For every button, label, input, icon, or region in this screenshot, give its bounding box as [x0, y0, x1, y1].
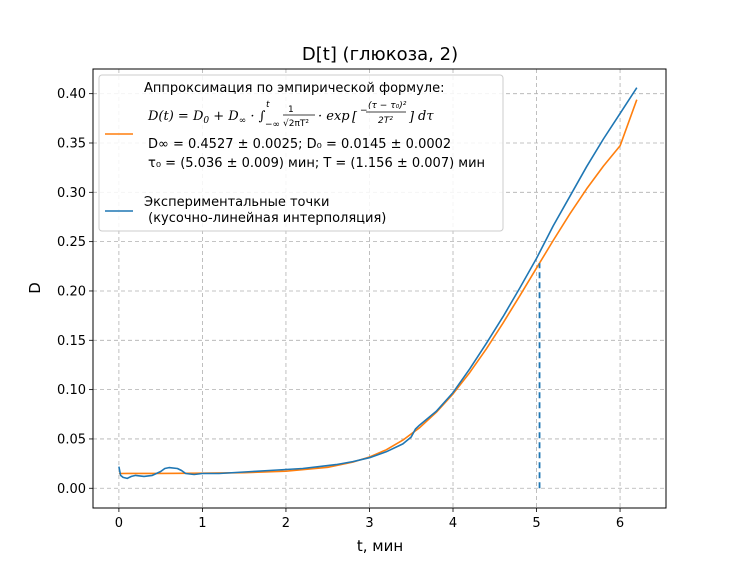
svg-text:dτ: dτ [418, 109, 434, 124]
y-axis-label: D [26, 282, 44, 294]
svg-text:D(t) = D0 + D∞ · ∫: D(t) = D0 + D∞ · ∫ [147, 109, 266, 126]
legend: Аппроксимация по эмпирической формуле: D… [98, 74, 504, 232]
legend-experiment-line-2: (кусочно-линейная интерполяция) [144, 211, 386, 226]
svg-text:· exp: · exp [318, 109, 350, 124]
y-tick-label: 0.10 [57, 383, 86, 398]
y-tick-label: 0.40 [57, 87, 86, 102]
svg-text:1: 1 [288, 105, 294, 115]
y-tick-label: 0.20 [57, 284, 86, 299]
y-tick-label: 0.05 [57, 432, 86, 447]
legend-fit-params-2: τ₀ = (5.036 ± 0.009) мин; T = (1.156 ± 0… [148, 156, 485, 171]
x-axis-label: t, мин [357, 537, 403, 555]
svg-text:]: ] [408, 110, 415, 125]
x-tick-label: 0 [115, 516, 123, 531]
legend-box [98, 74, 504, 232]
plot-frame [92, 68, 667, 509]
svg-text:√2πT²: √2πT² [283, 118, 309, 129]
legend-fit-heading: Аппроксимация по эмпирической формуле: [144, 81, 444, 96]
experiment-series-line [118, 87, 638, 480]
x-tick-label: 2 [282, 516, 290, 531]
svg-text:2T²: 2T² [378, 116, 393, 126]
svg-text:t: t [266, 100, 270, 110]
y-tick-label: 0.15 [57, 334, 86, 349]
legend-fit-formula: D(t) = D0 + D∞ · ∫ t −∞ 1 √2πT² · exp [ … [147, 100, 434, 130]
ticks: 0 1 2 3 4 5 6 0.00 0.05 0.10 0.15 0.20 0.25 0.30 0.35 0… [57, 87, 624, 531]
x-tick-label: 6 [616, 516, 624, 531]
svg-text:[: [ [352, 110, 358, 125]
x-tick-label: 4 [449, 516, 457, 531]
y-tick-label: 0.30 [57, 186, 86, 201]
chart-title: D[t] (глюкоза, 2) [302, 44, 458, 65]
svg-text:−∞: −∞ [265, 120, 280, 130]
legend-experiment-line-1: Экспериментальные точки [144, 195, 330, 210]
x-tick-label: 5 [532, 516, 540, 531]
y-tick-label: 0.25 [57, 235, 86, 250]
svg-text:(τ − τ₀)²: (τ − τ₀)² [368, 101, 407, 111]
series-layer [118, 87, 638, 489]
x-tick-label: 1 [198, 516, 206, 531]
y-tick-label: 0.35 [57, 136, 86, 151]
x-tick-label: 3 [365, 516, 373, 531]
legend-fit-params-1: D∞ = 0.4527 ± 0.0025; D₀ = 0.0145 ± 0.00… [148, 137, 451, 152]
svg-text:−: − [360, 106, 368, 116]
y-tick-label: 0.00 [57, 482, 86, 497]
